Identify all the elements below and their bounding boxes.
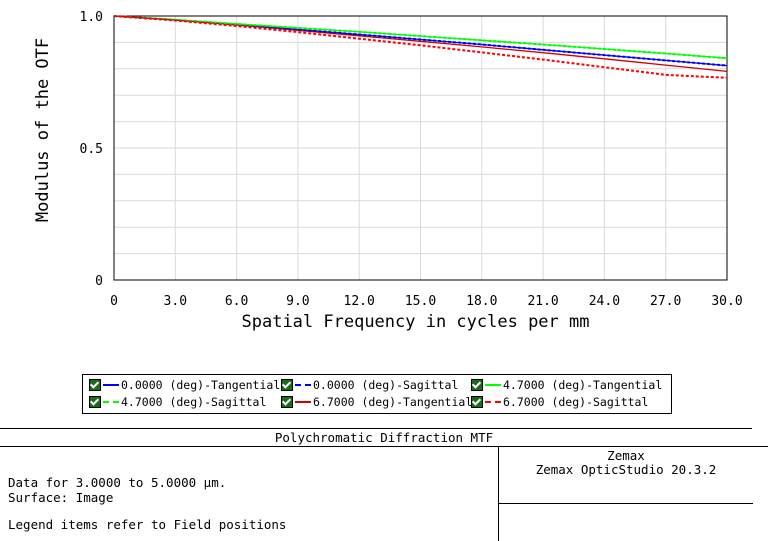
surface-text: Surface: Image — [8, 489, 114, 505]
legend-item[interactable]: 4.7000 (deg)-Tangential — [471, 377, 662, 393]
legend-label: 4.7000 (deg)-Tangential — [503, 378, 663, 392]
legend-label: 6.7000 (deg)-Sagittal — [503, 395, 649, 409]
legend-swatch — [103, 384, 119, 386]
brand-block: Zemax Zemax OpticStudio 20.3.2 — [499, 449, 753, 477]
legend-swatch — [295, 401, 311, 403]
series-line — [113, 15, 728, 79]
x-tick-label: 3.0 — [164, 294, 187, 309]
chart-legend: 0.0000 (deg)-Tangential 0.0000 (deg)-Sag… — [82, 374, 672, 414]
x-tick-label: 24.0 — [589, 294, 620, 309]
checkbox-icon[interactable] — [281, 379, 293, 391]
brand-name: Zemax — [607, 448, 645, 463]
x-tick-label: 12.0 — [344, 294, 375, 309]
legend-label: 4.7000 (deg)-Sagittal — [121, 395, 267, 409]
checkbox-icon[interactable] — [471, 396, 483, 408]
legend-swatch — [485, 401, 501, 403]
wavelength-range-text: Data for 3.0000 to 5.0000 µm. — [8, 475, 227, 490]
divider — [499, 503, 753, 504]
checkbox-icon[interactable] — [471, 379, 483, 391]
legend-item[interactable]: 0.0000 (deg)-Sagittal — [281, 377, 458, 393]
product-version: Zemax OpticStudio 20.3.2 — [535, 462, 717, 477]
x-tick-label: 21.0 — [527, 294, 558, 309]
series-line — [113, 15, 728, 60]
x-tick-label: 27.0 — [650, 294, 681, 309]
legend-label: 0.0000 (deg)-Sagittal — [313, 378, 459, 392]
plot-frame — [113, 15, 728, 281]
x-axis-label: Spatial Frequency in cycles per mm — [242, 312, 590, 332]
x-tick-label: 15.0 — [405, 294, 436, 309]
legend-item[interactable]: 0.0000 (deg)-Tangential — [89, 377, 280, 393]
x-tick-label: 9.0 — [286, 294, 309, 309]
brand-box: Zemax Zemax OpticStudio 20.3.2 — [498, 447, 753, 541]
mtf-chart: 0 3.0 6.0 9.0 12.0 15.0 18.0 21.0 24.0 27.0 30.0 0 0… — [33, 10, 743, 332]
analysis-details: Data for 3.0000 to 5.0000 µm. Surface: I… — [8, 475, 287, 533]
x-tick-label: 30.0 — [711, 294, 742, 309]
legend-note-text: Legend items refer to Field positions — [8, 517, 287, 532]
legend-label: 6.7000 (deg)-Tangential — [313, 395, 473, 409]
checkbox-icon[interactable] — [89, 396, 101, 408]
y-axis-label: Modulus of the OTF — [33, 38, 53, 222]
x-tick-label: 6.0 — [225, 294, 248, 309]
analysis-title: Polychromatic Diffraction MTF — [0, 429, 768, 447]
legend-swatch — [485, 384, 501, 386]
legend-item[interactable]: 6.7000 (deg)-Sagittal — [471, 394, 648, 410]
legend-item[interactable]: 4.7000 (deg)-Sagittal — [89, 394, 266, 410]
y-tick-label: 0.5 — [80, 142, 103, 157]
checkbox-icon[interactable] — [281, 396, 293, 408]
y-tick-label: 1.0 — [80, 10, 103, 25]
legend-label: 0.0000 (deg)-Tangential — [121, 378, 281, 392]
info-panel: Polychromatic Diffraction MTF Data for 3… — [0, 428, 768, 541]
legend-swatch — [295, 384, 311, 386]
y-tick-label: 0 — [95, 274, 103, 289]
legend-swatch — [103, 401, 119, 403]
x-tick-label: 18.0 — [466, 294, 497, 309]
checkbox-icon[interactable] — [89, 379, 101, 391]
x-tick-label: 0 — [110, 294, 118, 309]
legend-item[interactable]: 6.7000 (deg)-Tangential — [281, 394, 472, 410]
